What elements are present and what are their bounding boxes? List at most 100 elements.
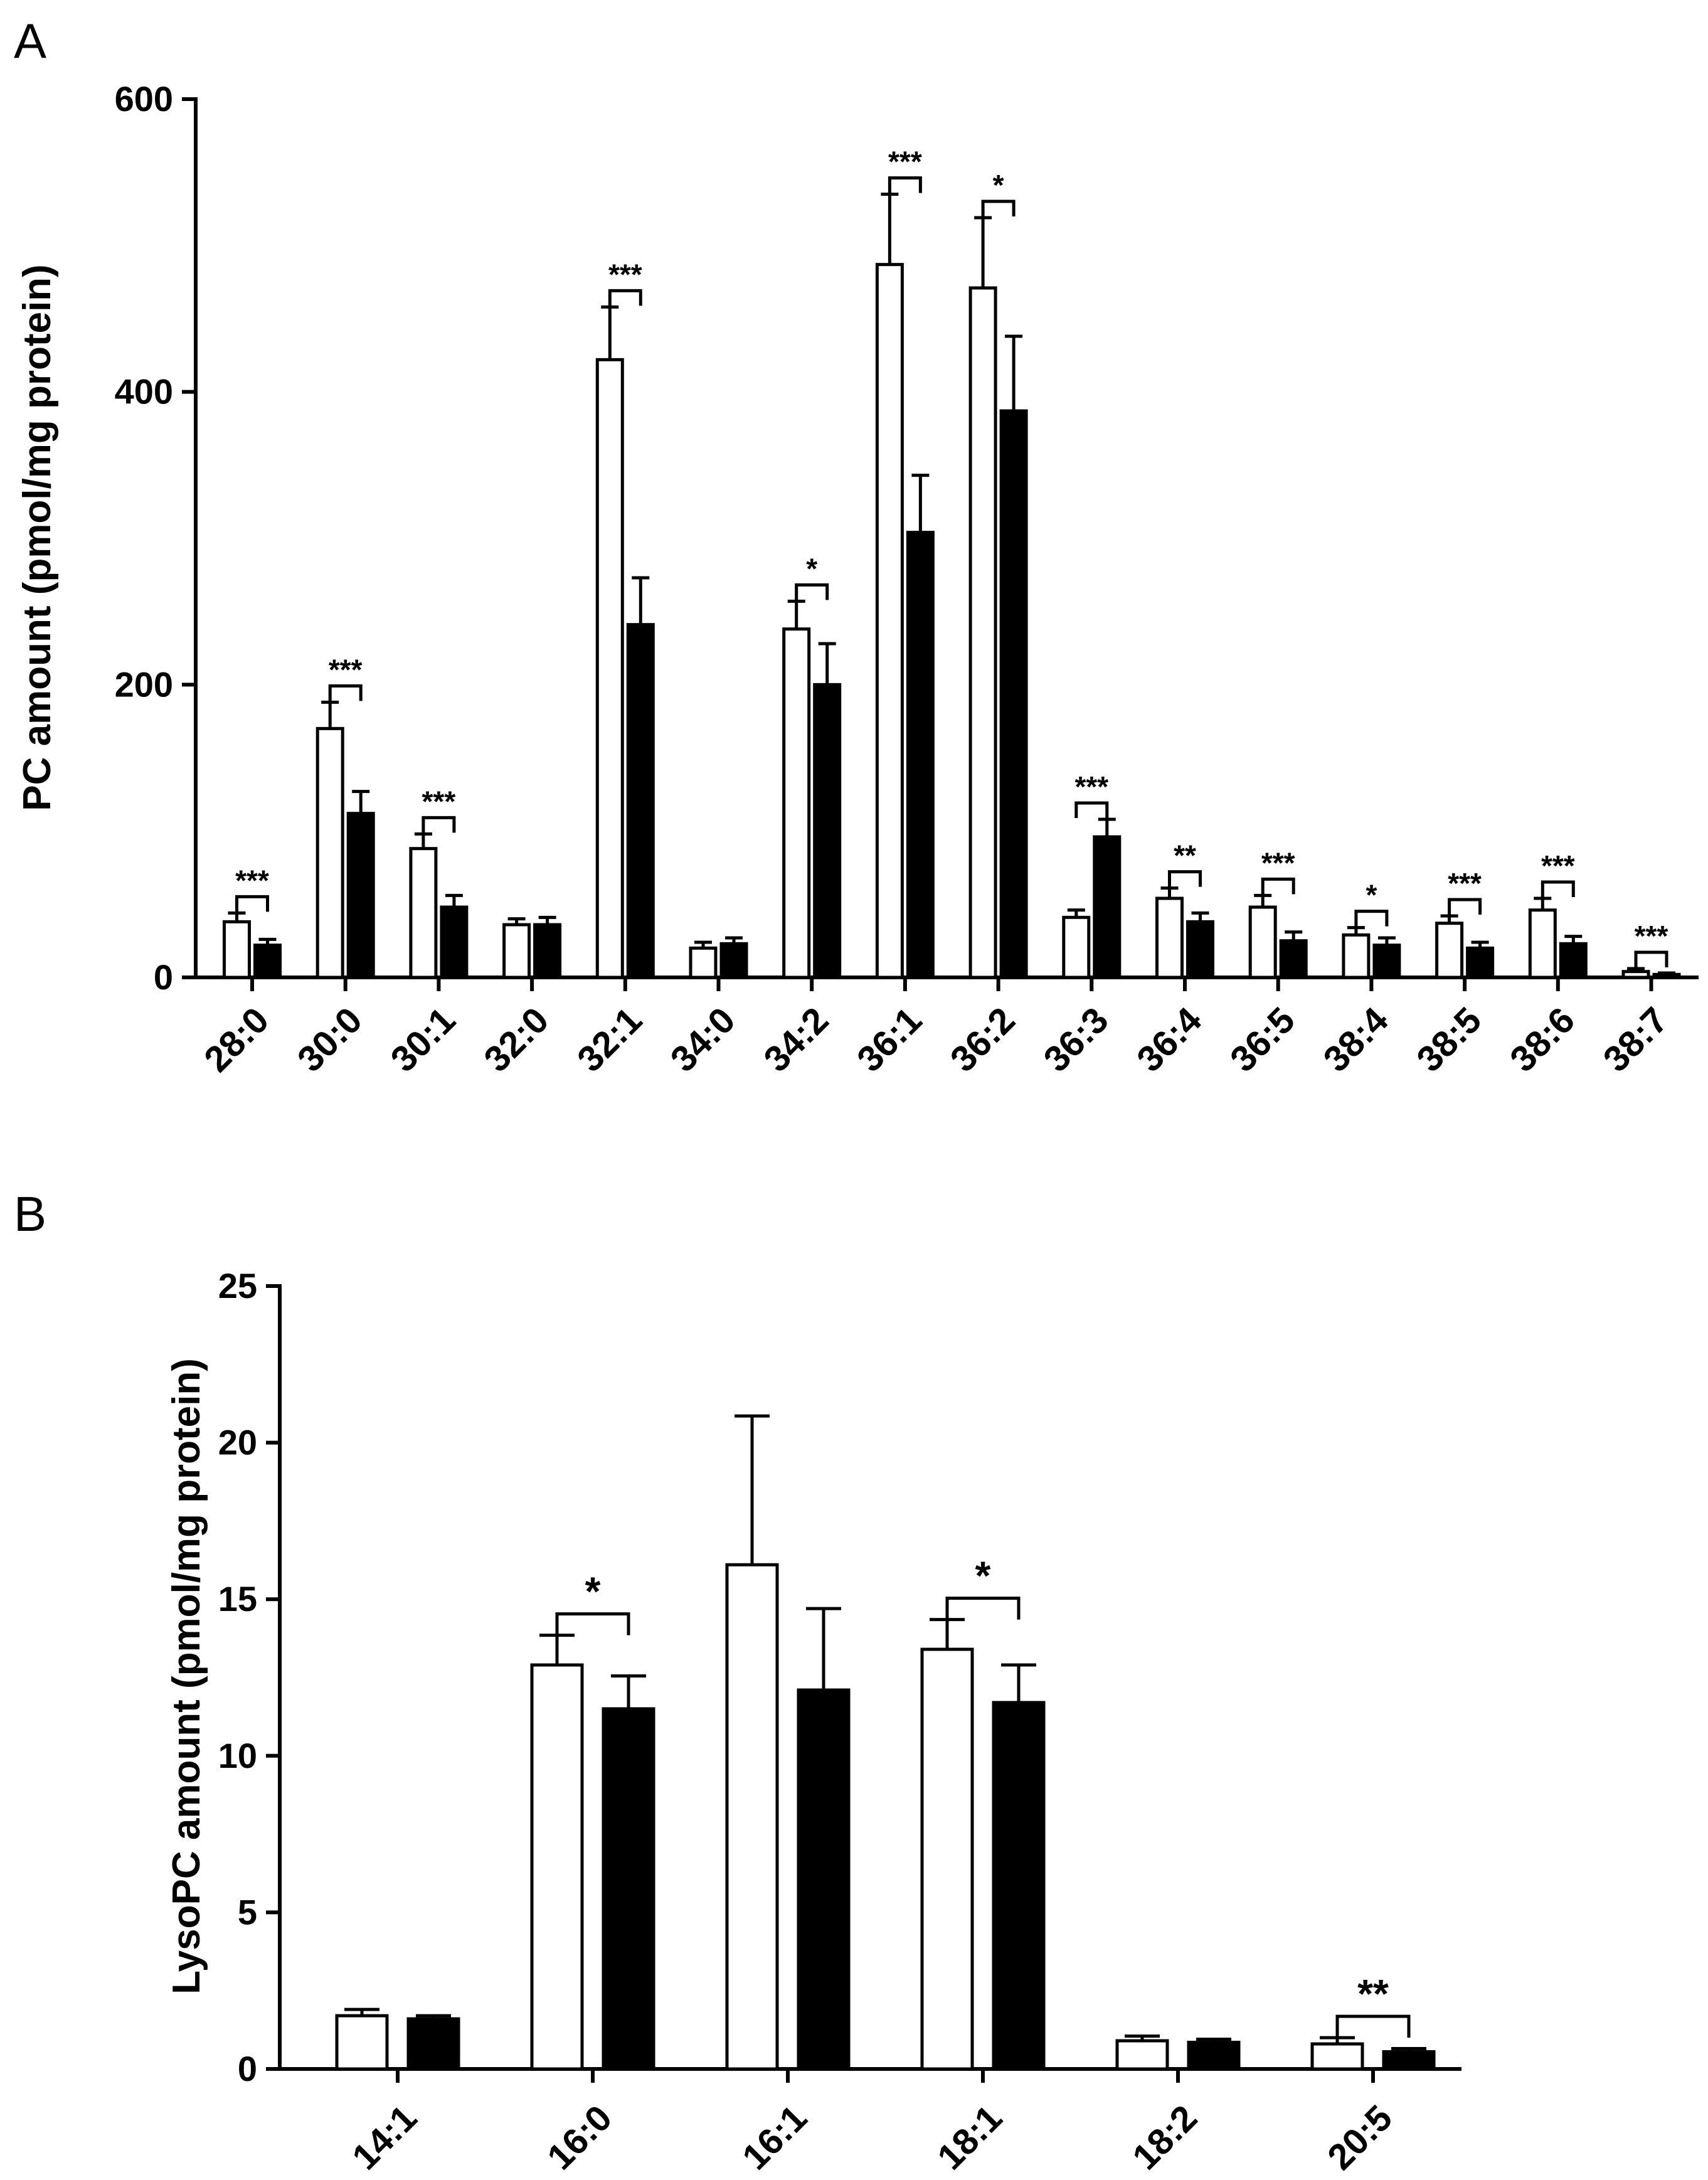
bar-open-36-5 <box>1248 905 1277 979</box>
bar-open-36-3 <box>1062 915 1091 979</box>
x-tick-label: 16:0 <box>539 2097 620 2177</box>
bar-filled-14-1 <box>406 2017 460 2071</box>
significance-bracket <box>981 199 1016 216</box>
bar-open-34-0 <box>689 946 718 979</box>
bar-filled-34-2 <box>813 683 842 979</box>
significance-marker: *** <box>1261 846 1295 879</box>
x-tick-label: 34:0 <box>663 999 743 1080</box>
x-tick-label: 18:1 <box>930 2097 1010 2177</box>
bar-open-32-1 <box>595 358 624 979</box>
bar-filled-30-1 <box>440 905 469 979</box>
bar-filled-36-1 <box>906 531 935 979</box>
bar-open-14-1 <box>335 2014 389 2071</box>
significance-marker: * <box>975 1553 991 1598</box>
significance-bracket <box>608 289 642 306</box>
bar-open-38-4 <box>1342 933 1371 979</box>
x-tick-label: 14:1 <box>344 2097 425 2177</box>
significance-marker: *** <box>888 146 922 178</box>
y-tick-label: 200 <box>115 664 173 704</box>
significance-bracket <box>328 684 363 701</box>
significance-bracket <box>1074 801 1109 818</box>
x-tick-label: 16:1 <box>735 2097 815 2177</box>
significance-marker: * <box>1366 879 1377 912</box>
y-axis-title: LysoPC amount (pmol/mg protein) <box>165 1358 208 1994</box>
significance-bracket <box>235 895 269 912</box>
bar-open-34-2 <box>782 627 811 979</box>
x-tick-label: 36:4 <box>1129 999 1209 1080</box>
x-tick-label: 36:5 <box>1223 999 1303 1080</box>
significance-marker: *** <box>1541 849 1575 882</box>
significance-bracket <box>1335 2014 1411 2038</box>
y-tick-label: 400 <box>115 372 173 412</box>
bar-filled-38-5 <box>1466 946 1495 979</box>
bar-open-18-1 <box>920 1647 974 2071</box>
significance-marker: * <box>806 552 817 585</box>
significance-bracket <box>1354 910 1389 927</box>
bar-filled-20-5 <box>1382 2050 1436 2071</box>
x-tick-label: 38:4 <box>1316 999 1396 1080</box>
significance-marker: *** <box>329 653 363 686</box>
significance-marker: * <box>993 169 1004 201</box>
panel-a: A 0 200 400 600 PC amount (pmol/mg protein) 28… <box>14 13 1699 1080</box>
bar-filled-28-0 <box>253 944 282 979</box>
x-tick-label: 32:1 <box>570 999 650 1080</box>
significance-marker: * <box>585 1569 601 1614</box>
significance-bracket <box>422 816 456 833</box>
bar-open-36-2 <box>968 286 997 979</box>
bar-open-38-5 <box>1435 922 1464 979</box>
significance-marker: *** <box>1074 770 1108 803</box>
bar-open-38-6 <box>1528 908 1557 979</box>
y-tick-label: 20 <box>218 1423 257 1462</box>
x-tick-label: 36:2 <box>943 999 1023 1080</box>
y-tick-label: 0 <box>238 2049 257 2088</box>
bar-open-38-7 <box>1621 970 1650 979</box>
bar-filled-32-0 <box>533 923 562 979</box>
bar-open-32-0 <box>502 923 531 979</box>
bar-filled-30-0 <box>346 812 375 979</box>
bar-filled-34-0 <box>719 942 748 979</box>
x-tick-label: 20:5 <box>1320 2097 1400 2177</box>
bar-filled-16-1 <box>797 1688 851 2071</box>
significance-marker: *** <box>608 258 642 290</box>
bar-filled-18-1 <box>992 1701 1046 2071</box>
y-tick-label: 0 <box>154 957 173 997</box>
x-tick-label: 36:3 <box>1036 999 1116 1080</box>
significance-marker: *** <box>1448 867 1482 900</box>
significance-bracket <box>1261 877 1295 895</box>
significance-bracket <box>1634 950 1668 967</box>
bar-open-36-1 <box>875 263 904 979</box>
y-tick-label: 600 <box>115 79 173 119</box>
x-tick-label: 38:6 <box>1502 999 1583 1080</box>
significance-bracket <box>1168 870 1202 887</box>
x-tick-label: 32:0 <box>476 999 556 1080</box>
bar-filled-38-6 <box>1559 942 1588 979</box>
x-tick-label: 36:1 <box>849 999 930 1080</box>
bar-filled-16-0 <box>602 1707 655 2071</box>
significance-marker: ** <box>1357 1971 1389 2016</box>
bar-open-30-0 <box>316 726 344 979</box>
bar-filled-32-1 <box>626 623 655 979</box>
significance-marker: *** <box>1635 920 1668 952</box>
y-tick-label: 10 <box>218 1736 257 1775</box>
bar-open-16-1 <box>725 1563 779 2071</box>
y-axis-title: PC amount (pmol/mg protein) <box>16 264 59 811</box>
x-tick-label: 34:2 <box>756 999 836 1080</box>
bar-open-18-2 <box>1115 2039 1169 2071</box>
bar-open-30-1 <box>409 847 438 979</box>
bar-filled-18-2 <box>1187 2041 1241 2071</box>
y-tick-label: 15 <box>218 1579 257 1619</box>
bar-open-36-4 <box>1155 896 1184 979</box>
x-tick-label: 38:5 <box>1409 999 1489 1080</box>
x-tick-label: 30:1 <box>383 999 464 1080</box>
bar-filled-38-4 <box>1372 944 1401 979</box>
bar-filled-36-4 <box>1186 920 1214 979</box>
y-tick-label: 5 <box>238 1892 257 1932</box>
bar-filled-36-3 <box>1093 835 1122 979</box>
bar-open-20-5 <box>1310 2042 1364 2071</box>
panel-letter: A <box>14 13 46 68</box>
bar-open-28-0 <box>223 920 251 979</box>
x-tick-label: 28:0 <box>196 999 277 1080</box>
bar-open-16-0 <box>530 1663 584 2071</box>
